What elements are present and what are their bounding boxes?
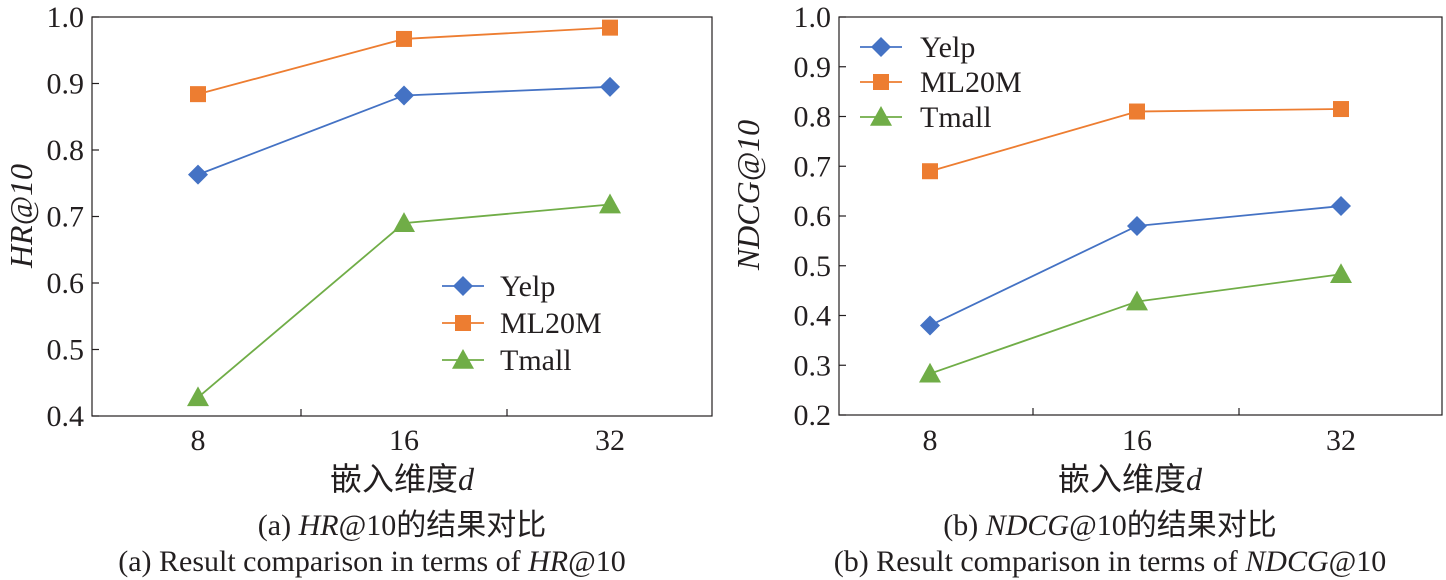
y-axis-hr: 0.4 0.5 0.6 0.7 0.8 0.9 1.0 <box>47 1 99 433</box>
x-axis-label-hr: 嵌入维度d <box>330 461 475 497</box>
data-point-yelp <box>600 76 620 97</box>
panel-hr: 0.40.50.60.70.80.91.0 8 16 32 HR@10 嵌入维度d … <box>3 1 713 578</box>
data-point-tmall <box>599 193 621 214</box>
y-tick-label: 0.8 <box>794 101 832 134</box>
x-axis-ndcg: 8 16 32 <box>923 408 1356 457</box>
y-tick-label: 0.7 <box>794 150 832 183</box>
y-tick-label: 1.0 <box>47 1 85 34</box>
caption-cn-hr: (a) HR@10的结果对比 <box>258 509 546 542</box>
legend-marker-yelp <box>871 37 891 57</box>
y-tick-label: 1.0 <box>794 1 832 34</box>
legend-label-tmall: Tmall <box>920 101 992 134</box>
data-point-tmall <box>919 362 941 383</box>
x-tick-label: 16 <box>1122 424 1152 457</box>
data-point-tmall <box>393 212 415 232</box>
legend-hr: Yelp ML20M Tmall <box>442 270 602 377</box>
legend-marker-tmall <box>452 349 474 369</box>
caption-cn-ndcg: (b) NDCG@10的结果对比 <box>943 509 1276 542</box>
data-point-ml20m <box>602 19 618 36</box>
series-group-ndcg <box>919 101 1352 383</box>
legend-marker-ml20m <box>455 315 471 331</box>
y-tick-label: 0.4 <box>47 400 85 433</box>
y-axis-ndcg: 0.2 0.3 0.4 0.5 0.6 0.7 0.8 0.9 1.0 <box>794 1 846 432</box>
y-tick-label: 0.8 <box>47 134 85 167</box>
x-axis-label-ndcg: 嵌入维度d <box>1058 461 1203 497</box>
data-point-yelp <box>1127 215 1147 236</box>
legend-label-yelp: Yelp <box>500 270 555 303</box>
data-point-yelp <box>920 315 940 336</box>
data-point-ml20m <box>1333 101 1349 118</box>
x-axis-hr: 8 16 32 <box>191 409 625 457</box>
y-tick-label: 0.2 <box>794 399 832 432</box>
data-point-tmall <box>187 386 209 407</box>
y-axis-label-ndcg: NDCG@10 <box>730 120 766 271</box>
x-tick-label: 8 <box>191 424 206 457</box>
data-point-yelp <box>1331 196 1351 217</box>
y-tick-label: 0.5 <box>47 334 85 367</box>
data-point-ml20m <box>396 30 412 47</box>
x-tick-label: 8 <box>923 424 938 457</box>
data-point-yelp <box>394 85 414 106</box>
caption-en-ndcg: (b) Result comparison in terms of NDCG@1… <box>834 545 1387 578</box>
y-tick-label: 0.9 <box>794 51 832 84</box>
legend-label-yelp: Yelp <box>920 31 975 64</box>
series-group-hr <box>187 19 621 407</box>
legend-marker-tmall <box>870 106 892 126</box>
x-tick-label: 32 <box>595 424 625 457</box>
legend-marker-yelp <box>453 276 473 296</box>
caption-en-hr: (a) Result comparison in terms of HR@10 <box>118 545 626 578</box>
y-tick-label: 0.6 <box>794 200 832 233</box>
data-point-tmall <box>1330 263 1352 284</box>
y-tick-label: 0.7 <box>47 201 85 234</box>
data-point-ml20m <box>190 86 206 103</box>
legend-label-ml20m: ML20M <box>500 307 602 340</box>
data-point-yelp <box>188 164 208 185</box>
x-tick-label: 32 <box>1326 424 1356 457</box>
y-tick-label: 0.9 <box>47 68 85 101</box>
y-axis-label-hr: HR@10 <box>3 164 39 269</box>
series-line-tmall <box>929 273 1342 375</box>
y-tick-label: 0.3 <box>794 349 832 382</box>
legend-label-ml20m: ML20M <box>920 66 1022 99</box>
legend-marker-ml20m <box>873 74 889 90</box>
data-point-ml20m <box>922 163 938 180</box>
y-tick-label: 0.4 <box>794 300 832 333</box>
y-tick-label: 0.5 <box>794 250 832 283</box>
legend-label-tmall: Tmall <box>500 344 572 377</box>
data-point-tmall <box>1126 290 1148 311</box>
panel-ndcg: 0.2 0.3 0.4 0.5 0.6 0.7 0.8 0.9 1.0 8 16 32 NDCG@1… <box>730 1 1443 578</box>
data-point-ml20m <box>1129 103 1145 120</box>
y-tick-label: 0.6 <box>47 267 85 300</box>
x-tick-label: 16 <box>389 424 419 457</box>
